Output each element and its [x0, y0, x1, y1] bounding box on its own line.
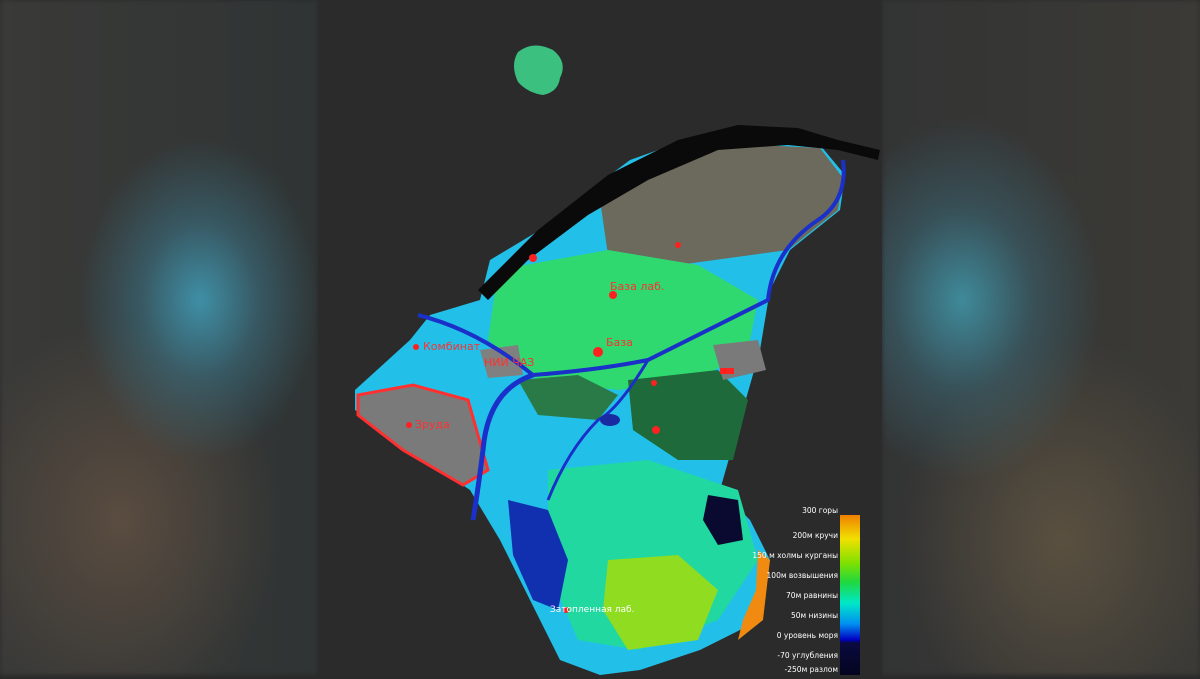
- dark-forest: [628, 370, 748, 460]
- markers: [406, 242, 681, 613]
- legend-item: 100м возвышения: [767, 571, 838, 580]
- lake: [600, 414, 620, 426]
- label-nii: НИИ ЧАЗ: [484, 356, 534, 369]
- label-base: База: [606, 336, 633, 349]
- gray-zone-west: [356, 383, 490, 487]
- label-flooded-lab: Затопленная лаб.: [550, 605, 634, 615]
- river-west: [470, 372, 534, 521]
- marker-square: [720, 368, 734, 374]
- label-base-lab: База лаб.: [610, 280, 664, 293]
- legend-item: 50м низины: [791, 611, 838, 620]
- black-ridge: [478, 125, 880, 300]
- legend-colorbar: [840, 515, 860, 675]
- trench: [703, 495, 743, 545]
- blurred-backdrop-right: [882, 0, 1200, 675]
- green-plain: [488, 250, 758, 390]
- river-main: [417, 159, 846, 378]
- legend-item: 150 м холмы курганы: [752, 551, 838, 560]
- legend: 300 горы 200м кручи 150 м холмы курганы 100…: [752, 506, 838, 674]
- island: [514, 45, 563, 95]
- legend-item: 70м равнины: [786, 591, 838, 600]
- legend-item: 0 уровень моря: [777, 631, 838, 640]
- elevation-map: База лаб. База Комбинат НИИ ЧАЗ Зруда За…: [318, 0, 882, 675]
- river-south: [546, 359, 650, 501]
- gray-zone-nii: [480, 345, 523, 378]
- label-combine: Комбинат: [423, 340, 481, 353]
- yellowgreen-south: [603, 555, 718, 650]
- orange-coast: [738, 550, 770, 640]
- blurred-backdrop-left: [0, 0, 318, 675]
- legend-item: 300 горы: [802, 506, 838, 515]
- flooded-area: [508, 500, 568, 610]
- legend-item: 200м кручи: [793, 531, 839, 540]
- legend-item: -70 углубления: [777, 651, 838, 660]
- label-zruda: Зруда: [415, 418, 450, 431]
- legend-item: -250м разлом: [785, 665, 838, 674]
- forest-patch: [518, 375, 618, 420]
